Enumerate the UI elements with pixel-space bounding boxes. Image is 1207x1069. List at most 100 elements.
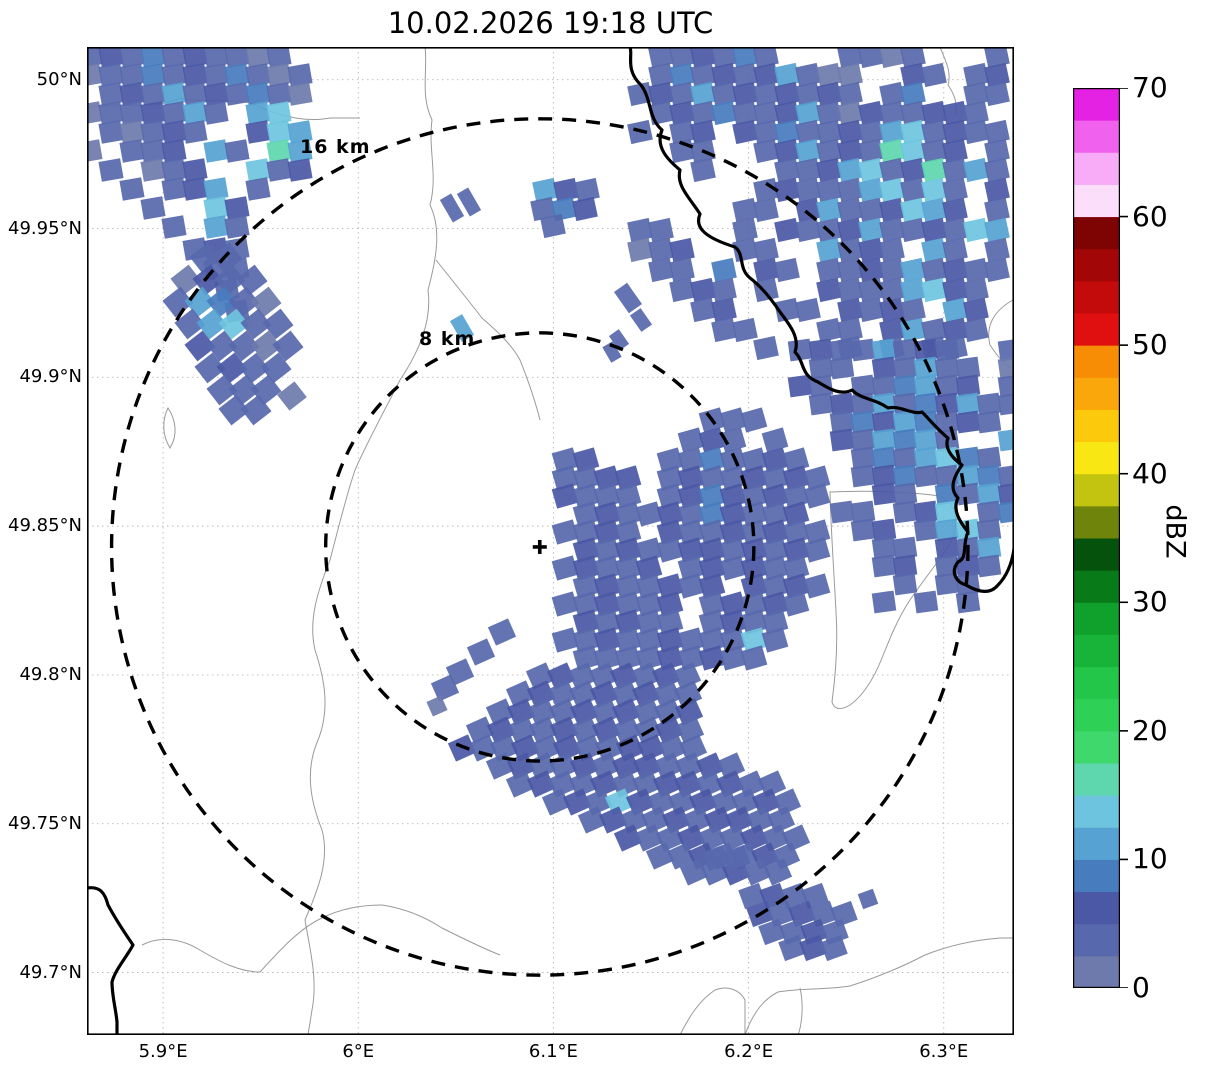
radar-cell [140, 120, 166, 144]
radar-cell [648, 237, 674, 263]
radar-cell [772, 788, 802, 816]
radar-cell [598, 806, 628, 834]
radar-cell [900, 197, 926, 223]
radar-cell [266, 120, 292, 144]
radar-cell [942, 237, 968, 263]
radar-cell [753, 47, 779, 69]
radar-cell [228, 330, 260, 362]
radar-cell [761, 627, 789, 653]
radar-cell [632, 752, 662, 780]
radar-cell [732, 197, 758, 223]
radar-cell [709, 788, 739, 816]
radar-cell [551, 483, 579, 509]
radar-cell [858, 119, 884, 145]
radar-cell [837, 47, 863, 69]
colorbar-frame [1073, 88, 1120, 988]
colorbar-segment [1073, 634, 1120, 668]
radar-cell [732, 317, 758, 343]
radar-cell [795, 297, 821, 323]
radar-cell [203, 63, 229, 87]
admin-border-line [163, 407, 176, 449]
radar-cell [900, 297, 926, 323]
radar-cell [577, 806, 607, 834]
radar-cell [690, 100, 716, 126]
range-rings [109, 117, 970, 977]
radar-cell [182, 47, 208, 68]
colorbar-segment [1073, 441, 1120, 475]
radar-cell [997, 428, 1014, 452]
radar-cell [816, 237, 842, 263]
radar-cell [679, 858, 709, 886]
radar-cell [850, 338, 876, 362]
radar-cell [879, 197, 905, 223]
radar-cell [774, 62, 800, 88]
radar-cell [751, 788, 781, 816]
radar-cell [984, 119, 1010, 145]
radar-cell [871, 536, 897, 560]
radar-cell [816, 138, 842, 164]
radar-cell [837, 81, 863, 107]
radar-cell [767, 900, 795, 928]
radar-cell [892, 482, 918, 506]
radar-cell [892, 428, 918, 452]
radar-cell [87, 63, 103, 87]
radar-cell [900, 47, 926, 69]
radar-cell [224, 47, 250, 68]
radar-cell [690, 81, 716, 107]
radar-cell [669, 277, 695, 303]
radar-cell [182, 120, 208, 144]
radar-cell [610, 770, 640, 798]
colorbar-segment [1073, 345, 1120, 378]
radar-cell [583, 788, 613, 816]
radar-cell [913, 428, 939, 452]
radar-cell [976, 464, 1002, 488]
radar-cell [976, 500, 1002, 524]
radar-cell [774, 119, 800, 145]
radar-cell [87, 47, 103, 68]
radar-cell [921, 197, 947, 223]
radar-cell [677, 427, 705, 453]
radar-cell [850, 500, 876, 524]
radar-cell [879, 257, 905, 283]
radar-cell [646, 788, 676, 816]
radar-cell [963, 62, 989, 88]
radar-cell [837, 119, 863, 145]
radar-cell [976, 446, 1002, 470]
radar-cell [619, 806, 649, 834]
radar-cell [913, 590, 939, 614]
radar-cell [766, 806, 796, 834]
radar-cell [487, 618, 517, 646]
radar-cell [803, 483, 831, 509]
radar-cell [572, 645, 600, 671]
radar-cell [627, 217, 653, 243]
radar-cell [900, 138, 926, 164]
radar-cell [879, 157, 905, 183]
radar-cell [266, 82, 292, 106]
colorbar-label: dBZ [1159, 504, 1191, 559]
radar-cell [753, 277, 779, 303]
colorbar-segment [1073, 602, 1120, 635]
radar-cell [879, 237, 905, 263]
radar-cell [690, 157, 716, 183]
radar-cell [913, 338, 939, 362]
radar-cell [602, 341, 622, 363]
admin-border-line [797, 987, 803, 1035]
radar-cell [426, 695, 448, 717]
colorbar-segment [1073, 473, 1120, 507]
radar-cell [984, 217, 1010, 243]
radar-cell [669, 81, 695, 107]
colorbar-segment [1073, 505, 1120, 539]
radar-cell [879, 138, 905, 164]
radar-cell [942, 277, 968, 303]
radar-cell [690, 297, 716, 323]
radar-cell [161, 47, 187, 68]
radar-cell [648, 47, 674, 69]
ring-label-8km: 8 km [419, 328, 476, 350]
radar-cell [921, 100, 947, 126]
radar-cell [541, 788, 571, 816]
radar-cell [829, 392, 855, 416]
radar-cell [287, 120, 313, 144]
radar-cell [711, 100, 737, 126]
x-tick-label: 6.1°E [528, 1041, 578, 1062]
radar-cell [184, 330, 216, 362]
